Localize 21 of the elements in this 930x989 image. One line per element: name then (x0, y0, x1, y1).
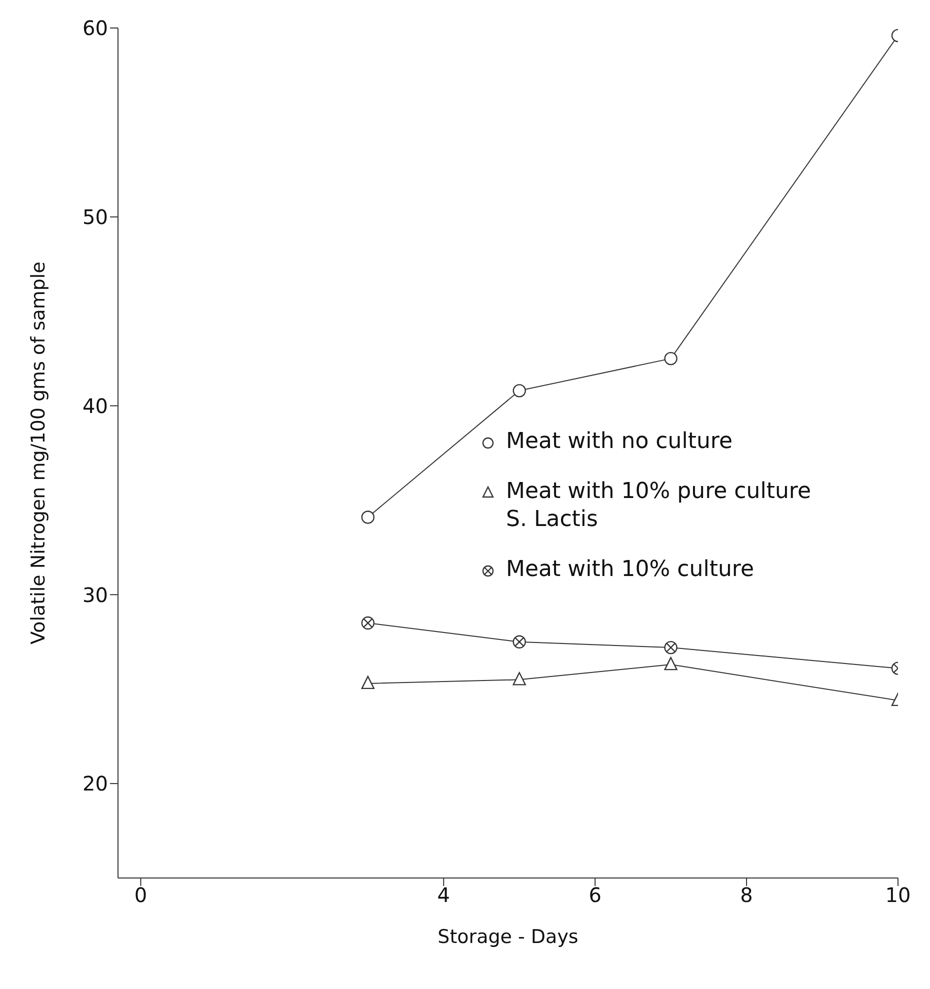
y-tick-label: 30 (82, 582, 108, 607)
x-tick-label: 8 (740, 883, 753, 908)
point (361, 510, 375, 524)
x-axis-title: Storage - Days (438, 926, 578, 948)
point (512, 672, 526, 686)
x-tick-label: 0 (134, 883, 148, 908)
point (361, 676, 375, 690)
legend-label: Meat with 10% culture (506, 556, 754, 584)
y-axis-title: Volatile Nitrogen mg/100 gms of sample (28, 262, 50, 644)
y-tick-label: 50 (82, 204, 108, 229)
x-tick-label: 4 (437, 883, 450, 908)
point (512, 384, 526, 398)
legend-label: Meat with no culture (506, 428, 732, 456)
y-tick-label: 40 (82, 394, 108, 418)
y-tick-label: 60 (82, 16, 108, 40)
point (664, 352, 678, 366)
x-tick-label: 6 (588, 883, 602, 908)
x-tick-label: 10 (885, 883, 911, 908)
point (664, 656, 678, 670)
y-tick-label: 20 (82, 772, 108, 796)
legend-label: Meat with 10% pure culture S. Lactis (506, 478, 812, 534)
